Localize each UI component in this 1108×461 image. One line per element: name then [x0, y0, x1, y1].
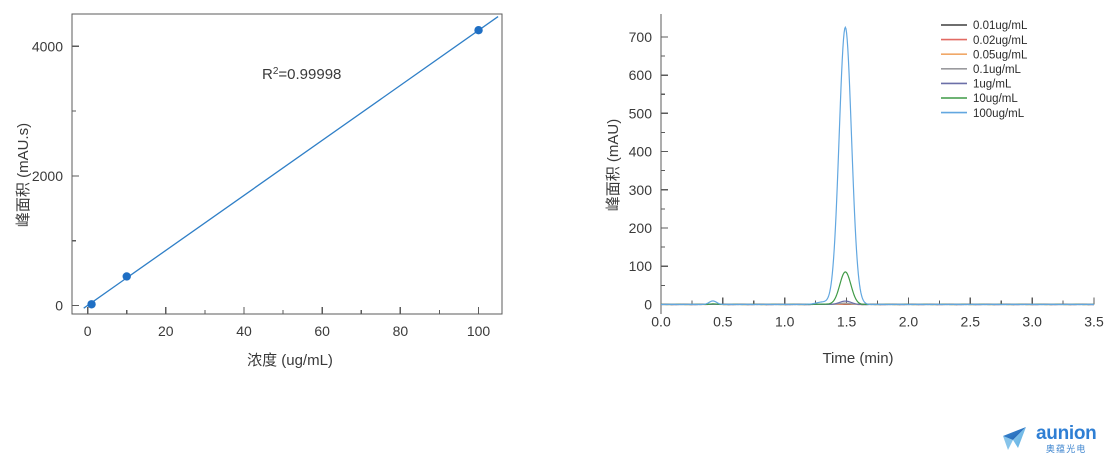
calibration-curve-panel: 0 20 40 60 80 100 0 2000 4000 峰面积 (mAU.s) 浓度 (ug…: [0, 0, 580, 390]
calibration-fit-line: [83, 16, 499, 309]
legend-label: 100ug/mL: [973, 108, 1025, 120]
chromatogram-y-tick-label: 700: [629, 29, 653, 45]
chromatogram-chart: 0 100 200 300 400 500 600 700 0.0 0.5 1.0 1.5 2.0 2.5…: [605, 14, 1104, 367]
chromatogram-y-tick-label: 400: [629, 144, 653, 160]
chromatogram-y-axis-title: 峰面积 (mAU): [605, 119, 622, 212]
chromatogram-trace: [660, 271, 1095, 306]
chromatogram-y-tick-label: 0: [644, 296, 652, 312]
calibration-x-tick-label: 100: [467, 323, 491, 339]
legend-label: 0.05ug/mL: [973, 49, 1028, 61]
logo-subtext: 奥蕴光电: [1045, 444, 1087, 454]
legend-label: 10ug/mL: [973, 93, 1018, 105]
calibration-curve-chart: 0 20 40 60 80 100 0 2000 4000 峰面积 (mAU.s) 浓度 (ug…: [15, 13, 503, 369]
r-squared-exponent: 2: [273, 66, 279, 77]
chromatogram-x-tick-label: 3.0: [1022, 313, 1042, 329]
legend-label: 0.02ug/mL: [973, 35, 1028, 47]
chromatogram-x-tick-label: 2.5: [961, 313, 981, 329]
chromatogram-y-tick-label: 200: [629, 220, 653, 236]
calibration-data-point: [122, 272, 131, 281]
caption-text: 检测器的线性范围及不同浓度的色谱叠加图: [403, 429, 720, 446]
legend-label: 0.1ug/mL: [973, 64, 1022, 76]
chromatogram-x-tick-label: 0.5: [713, 313, 733, 329]
calibration-y-tick-label: 2000: [32, 168, 63, 184]
chromatogram-y-tick-label: 600: [629, 67, 653, 83]
chromatogram-y-tick-label: 500: [629, 105, 653, 121]
chromatogram-x-tick-label: 0.0: [651, 313, 671, 329]
legend-label: 0.01ug/mL: [973, 20, 1028, 32]
calibration-x-tick-label: 20: [158, 323, 174, 339]
chromatogram-x-tick-label: 3.5: [1084, 313, 1104, 329]
calibration-x-tick-label: 60: [314, 323, 330, 339]
calibration-x-axis-title: 浓度 (ug/mL): [247, 352, 333, 369]
chromatogram-x-axis-title: Time (min): [822, 350, 893, 367]
calibration-y-tick-label: 0: [55, 298, 63, 314]
logo-wordmark-group: aunion 奥蕴光电: [1036, 423, 1097, 454]
chromatogram-x-tick-label: 1.0: [775, 313, 795, 329]
chromatogram-trace: [660, 25, 1095, 306]
chromatogram-y-tick-label: 100: [629, 258, 653, 274]
legend-label: 1ug/mL: [973, 79, 1012, 91]
calibration-data-point: [87, 300, 96, 309]
logo-wordmark: aunion: [1036, 423, 1097, 444]
calibration-y-tick-label: 4000: [32, 38, 63, 54]
calibration-x-tick-label: 80: [393, 323, 409, 339]
chromatogram-x-tick-label: 1.5: [837, 313, 857, 329]
brand-logo: aunion 奥蕴光电: [1002, 419, 1106, 459]
calibration-y-axis-title: 峰面积 (mAU.s): [15, 123, 32, 227]
arrow-triangle-mark-icon: [1003, 427, 1026, 450]
chromatogram-y-tick-label: 300: [629, 182, 653, 198]
chromatogram-panel: 0 100 200 300 400 500 600 700 0.0 0.5 1.0 1.5 2.0 2.5…: [596, 0, 1108, 390]
chromatogram-x-tick-label: 2.0: [899, 313, 919, 329]
calibration-x-tick-label: 40: [236, 323, 252, 339]
caption-banner: 检测器的线性范围及不同浓度的色谱叠加图: [341, 421, 782, 455]
calibration-x-tick-label: 0: [84, 323, 92, 339]
chromatogram-legend: 0.01ug/mL 0.02ug/mL 0.05ug/mL 0.1ug/mL 1ug/m…: [941, 20, 1028, 120]
r-squared-annotation: R2=0.99998: [262, 66, 341, 83]
calibration-plot-frame: [71, 13, 503, 315]
r-squared-base: R: [262, 66, 273, 83]
r-squared-value: =0.99998: [278, 66, 341, 83]
calibration-data-point: [474, 25, 483, 35]
